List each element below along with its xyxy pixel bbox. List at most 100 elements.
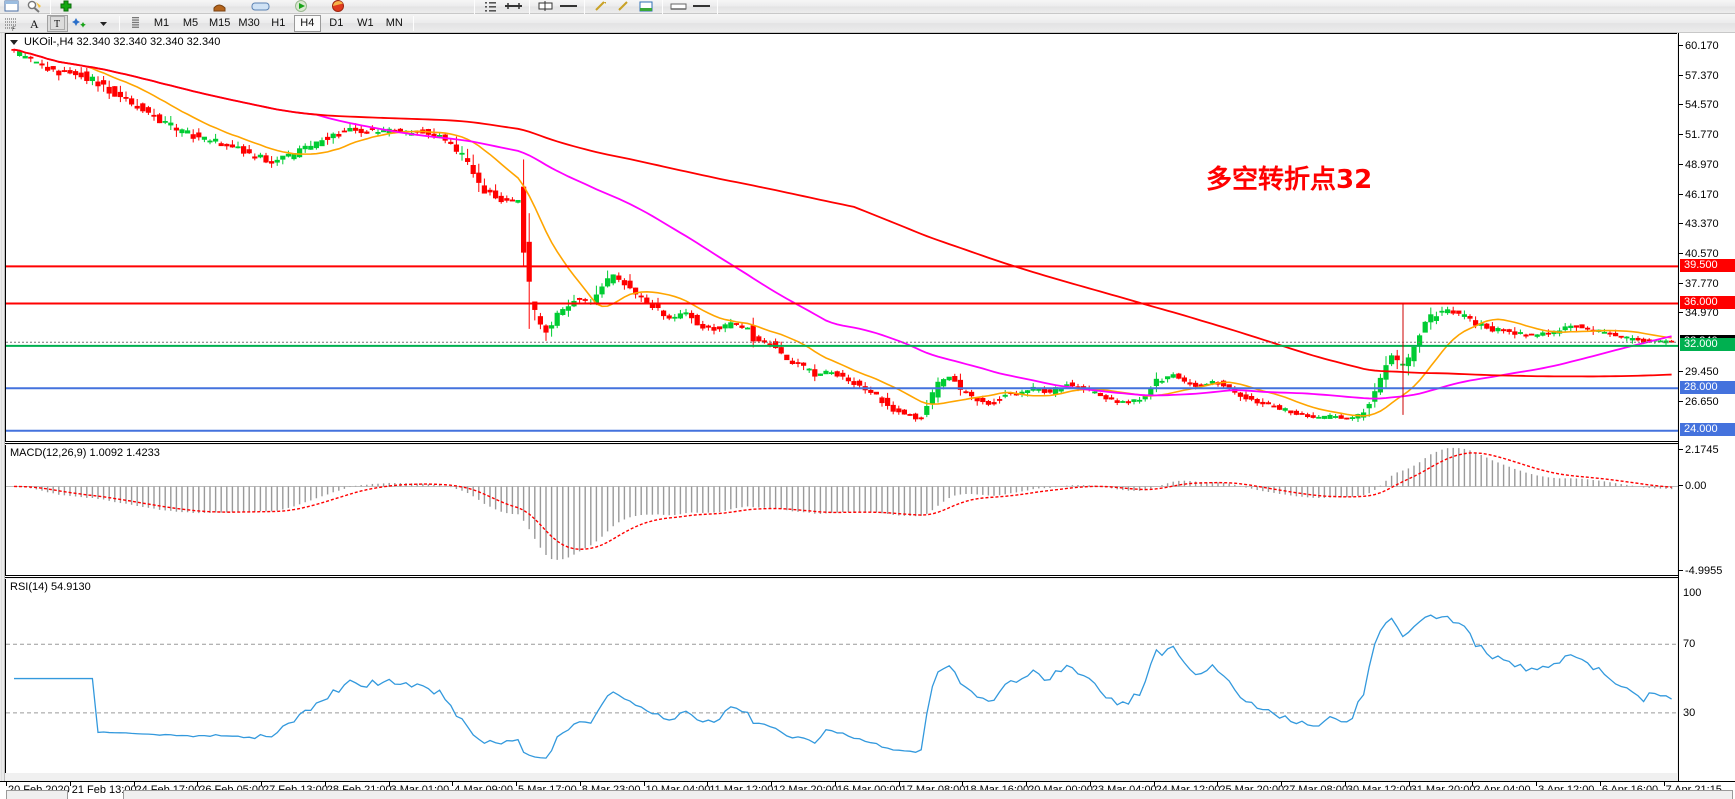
time-tick	[516, 782, 518, 786]
toolbar-separator	[529, 0, 530, 14]
chart-left-gutter[interactable]	[0, 33, 5, 781]
crosshair-icon[interactable]: F	[1, 15, 22, 32]
add-green-plus-icon[interactable]	[56, 0, 77, 15]
price-level-tag[interactable]: 24.000	[1680, 423, 1735, 437]
rsi-line	[14, 614, 1672, 759]
drawing-toolbar[interactable]: F A T M1 M5 M15 M30 H1 H4 D1 W1 MN	[0, 14, 1735, 33]
price-tick: 54.570	[1679, 99, 1735, 111]
play-green-icon[interactable]	[291, 0, 312, 15]
expert-advisor-icon[interactable]	[209, 0, 230, 15]
price-tick: 37.770	[1679, 278, 1735, 290]
candle-chart-icon[interactable]	[535, 0, 556, 15]
timeframe-buttons[interactable]: M1 M5 M15 M30 H1 H4 D1 W1 MN	[147, 14, 409, 33]
toolbar-separator	[50, 0, 51, 14]
moving-average-line	[13, 48, 1672, 417]
macd-pane[interactable]: MACD(12,26,9) 1.0092 1.4233	[5, 445, 1678, 577]
chart-dropdown-icon[interactable]	[10, 39, 18, 45]
new-chart-icon[interactable]	[1, 0, 22, 15]
zoom-in-icon[interactable]	[590, 0, 611, 15]
rsi-series	[6, 614, 1678, 759]
zoom-out-icon[interactable]	[613, 0, 634, 15]
price-axis[interactable]: 60.170 57.370 54.570 51.770 48.970 46.170 43.3…	[1678, 33, 1735, 781]
price-pane[interactable]: UKOil-,H4 32.340 32.340 32.340 32.340 多空…	[5, 33, 1678, 444]
rsi-tick: 70	[1683, 638, 1696, 651]
autoscroll-icon[interactable]	[636, 0, 657, 15]
timeframe-button-h4[interactable]: H4	[293, 14, 321, 32]
timeframe-button-m5[interactable]: M5	[182, 17, 199, 29]
indicators-icon[interactable]	[70, 15, 91, 32]
bottom-tab-left[interactable]	[6, 790, 68, 799]
chart-title: UKOil-,H4 32.340 32.340 32.340 32.340	[10, 36, 220, 48]
time-tick	[69, 782, 71, 786]
time-tick	[1472, 782, 1474, 786]
shift-icon[interactable]	[668, 0, 689, 15]
pane-divider-rsi[interactable]	[5, 575, 1735, 578]
grid-icon[interactable]	[691, 0, 712, 15]
price-level-tag[interactable]: 36.000	[1680, 295, 1735, 309]
timeframe-button-w1[interactable]: W1	[357, 17, 374, 29]
price-tick: 40.570	[1679, 248, 1735, 260]
toolbar-separator	[474, 0, 475, 14]
price-tick: 34.970	[1679, 307, 1735, 319]
toolbar-separator	[662, 0, 663, 14]
time-tick	[6, 782, 7, 786]
price-level-tag[interactable]: 39.500	[1680, 258, 1735, 272]
time-tick	[1217, 782, 1219, 786]
list-icon[interactable]	[480, 0, 501, 15]
rsi-tick: 100	[1683, 586, 1702, 599]
time-tick	[197, 782, 199, 786]
time-tick	[1663, 782, 1665, 786]
time-tick	[1536, 782, 1538, 786]
pane-divider-macd[interactable]	[5, 441, 1735, 444]
time-tick	[1408, 782, 1410, 786]
time-tick	[1153, 782, 1155, 786]
periods-icon[interactable]	[125, 15, 146, 32]
price-level-tag[interactable]: 32.000	[1680, 338, 1735, 352]
terminal-icon[interactable]	[250, 0, 271, 15]
time-tick	[1281, 782, 1283, 786]
price-level-lines[interactable]	[6, 34, 1678, 444]
timeframe-button-h1[interactable]: H1	[271, 17, 286, 29]
bar-chart-icon[interactable]	[503, 0, 524, 15]
rsi-pane[interactable]: RSI(14) 54.9130	[5, 579, 1678, 773]
main-toolbar[interactable]	[0, 0, 1735, 14]
price-level-tag[interactable]: 28.000	[1680, 380, 1735, 394]
time-tick	[1026, 782, 1028, 786]
text-object-icon[interactable]: T	[47, 14, 68, 32]
time-tick	[324, 782, 326, 786]
rsi-label: RSI(14) 54.9130	[10, 581, 91, 593]
time-tick	[707, 782, 709, 786]
time-tick	[261, 782, 263, 786]
bottom-tab-right[interactable]	[123, 790, 1733, 799]
time-tick	[834, 782, 836, 786]
time-tick	[898, 782, 900, 786]
svg-text:F: F	[12, 27, 16, 31]
macd-series	[6, 447, 1678, 560]
price-tick: 57.370	[1679, 70, 1735, 82]
indicators-dropdown-icon[interactable]	[93, 15, 114, 32]
timeframe-button-m30[interactable]: M30	[238, 17, 260, 29]
timeframe-button-m1[interactable]: M1	[153, 17, 170, 29]
timeframe-button-mn[interactable]: MN	[385, 17, 403, 29]
price-tick: 46.170	[1679, 189, 1735, 201]
time-tick	[771, 782, 773, 786]
macd-label: MACD(12,26,9) 1.0092 1.4233	[10, 447, 160, 459]
price-tick: 26.650	[1679, 396, 1735, 408]
macd-tick: -4.9955	[1679, 565, 1735, 577]
text-label-icon[interactable]: A	[24, 15, 45, 32]
macd-tick: 2.1745	[1679, 444, 1735, 456]
time-tick	[452, 782, 454, 786]
timeframe-button-d1[interactable]: D1	[329, 17, 344, 29]
macd-tick: 0.00	[1679, 480, 1735, 492]
time-tick	[1344, 782, 1346, 786]
timeframe-button-m15[interactable]: M15	[209, 17, 231, 29]
price-tick: 48.970	[1679, 159, 1735, 171]
time-tick	[1089, 782, 1091, 786]
time-tick	[643, 782, 645, 786]
zoom-search-icon[interactable]	[24, 0, 45, 15]
line-chart-icon[interactable]	[558, 0, 579, 15]
chart-annotation: 多空转折点32	[1206, 165, 1373, 195]
price-candlestick-series	[11, 48, 1675, 422]
stop-red-icon[interactable]	[328, 0, 349, 15]
price-tick: 43.370	[1679, 218, 1735, 230]
